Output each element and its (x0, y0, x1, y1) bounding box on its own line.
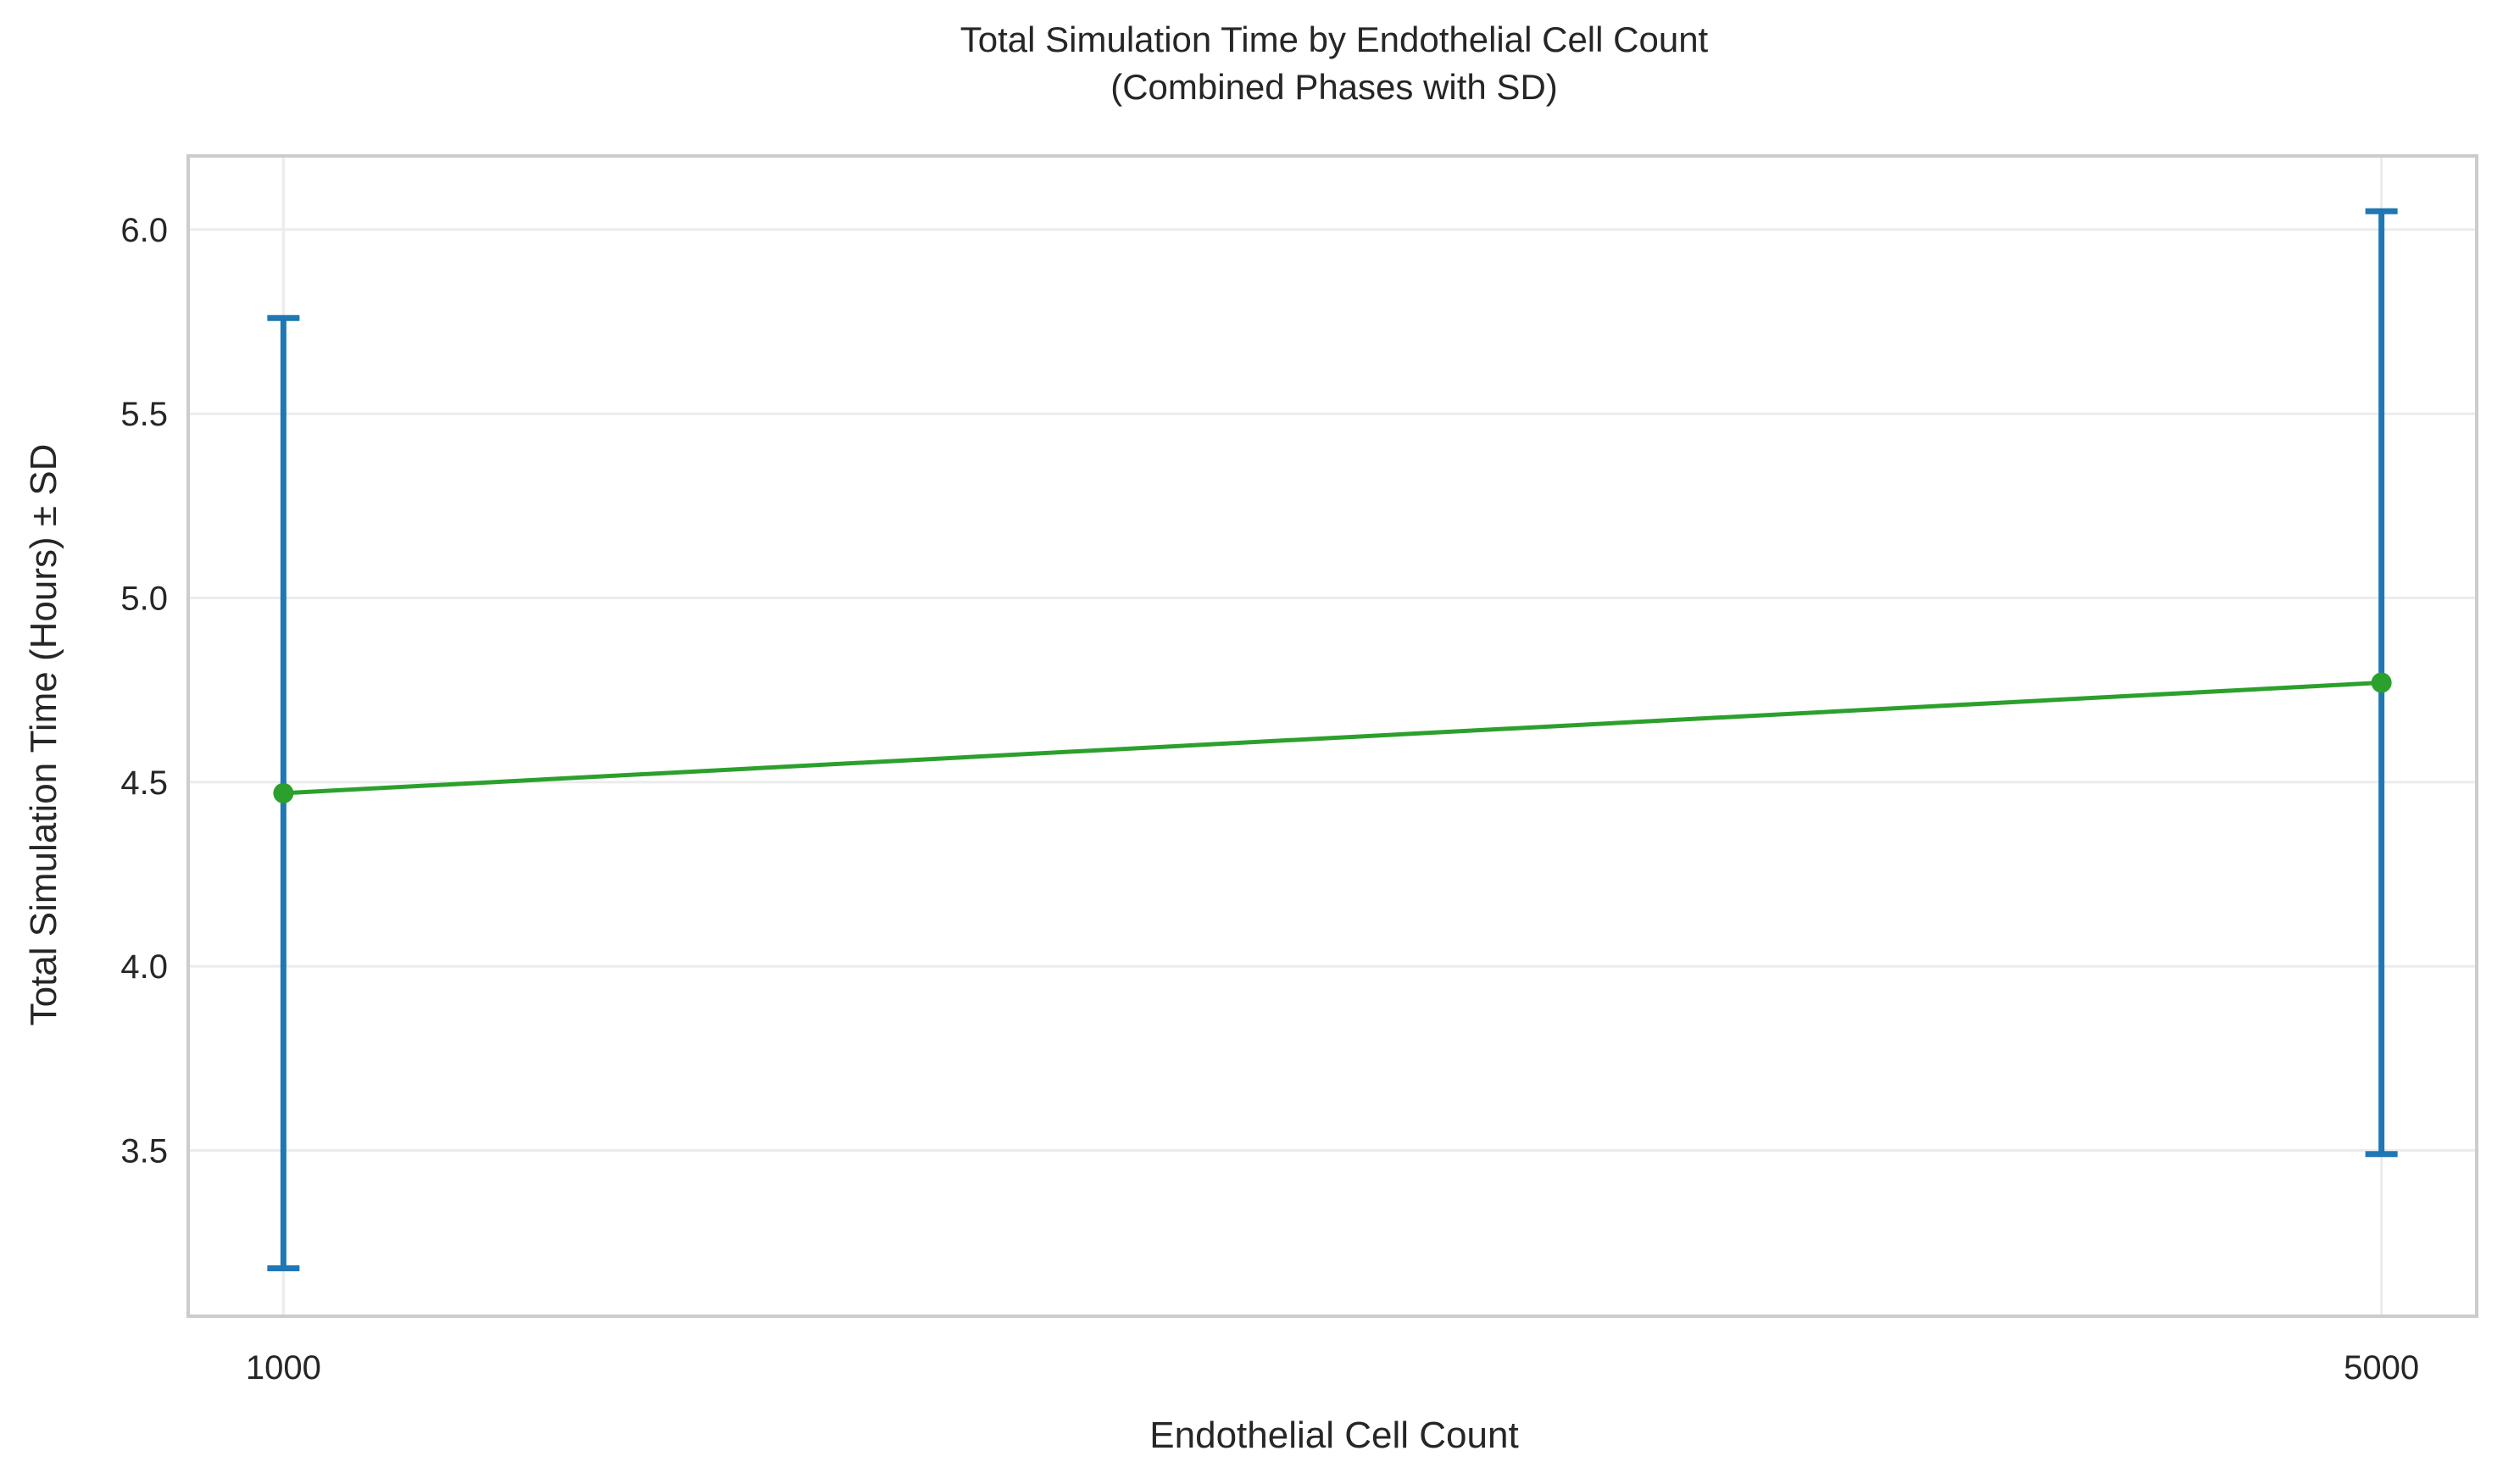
series-line (283, 680, 2382, 796)
data-point (273, 782, 294, 803)
grid (188, 156, 2477, 1316)
y-axis-label: Total Simulation Time (Hours) ± SD (23, 444, 64, 1026)
x-axis-ticks: 1000 5000 (246, 1349, 2419, 1387)
x-tick-label: 5000 (2344, 1349, 2419, 1387)
y-axis-ticks: 3.5 4.0 4.5 5.0 5.5 6.0 (120, 212, 168, 1170)
y-tick-label: 6.0 (120, 212, 168, 249)
x-tick-label: 1000 (246, 1349, 321, 1387)
y-tick-label: 4.0 (120, 948, 168, 986)
plot-frame (186, 154, 2478, 1318)
y-tick-label: 5.0 (120, 581, 168, 618)
chart-subtitle: (Combined Phases with SD) (1110, 67, 1558, 107)
data-point (2371, 672, 2392, 693)
y-tick-label: 5.5 (120, 396, 168, 433)
y-tick-label: 3.5 (120, 1132, 168, 1170)
data-points (273, 672, 2392, 803)
chart-title: Total Simulation Time by Endothelial Cel… (960, 19, 1709, 59)
x-axis-label: Endothelial Cell Count (1149, 1415, 1518, 1456)
y-tick-label: 4.5 (120, 764, 168, 802)
